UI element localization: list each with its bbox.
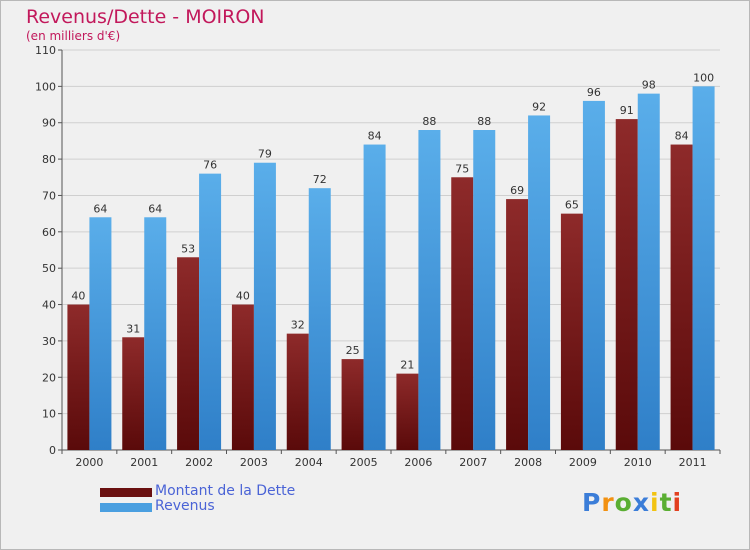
x-tick-label: 2001 bbox=[130, 456, 158, 469]
y-tick-label: 0 bbox=[49, 444, 56, 457]
chart-title: Revenus/Dette - MOIRON bbox=[26, 6, 265, 28]
x-tick-label: 2007 bbox=[459, 456, 487, 469]
data-label-debt: 32 bbox=[291, 319, 305, 332]
data-label-debt: 75 bbox=[455, 162, 469, 175]
logo-letter: o bbox=[614, 488, 633, 517]
data-label-debt: 53 bbox=[181, 242, 195, 255]
data-label-revenue: 76 bbox=[203, 159, 217, 172]
bar-revenue bbox=[89, 217, 112, 450]
bar-revenue bbox=[308, 188, 331, 450]
y-tick-label: 80 bbox=[42, 153, 56, 166]
y-tick-label: 90 bbox=[42, 117, 56, 130]
data-label-revenue: 64 bbox=[148, 202, 162, 215]
bar-revenue bbox=[144, 217, 167, 450]
legend-label-revenue: Revenus bbox=[155, 498, 215, 514]
x-tick-label: 2009 bbox=[569, 456, 597, 469]
y-tick-label: 60 bbox=[42, 226, 56, 239]
bar-debt bbox=[560, 213, 583, 450]
y-tick-label: 110 bbox=[35, 44, 56, 57]
plot-area bbox=[62, 50, 720, 450]
x-tick-label: 2011 bbox=[679, 456, 707, 469]
data-label-revenue: 100 bbox=[693, 71, 714, 84]
data-label-revenue: 88 bbox=[477, 115, 491, 128]
y-tick-label: 70 bbox=[42, 189, 56, 202]
data-label-debt: 91 bbox=[620, 104, 634, 117]
data-label-revenue: 72 bbox=[313, 173, 327, 186]
bar-revenue bbox=[418, 130, 441, 450]
bar-debt bbox=[615, 119, 638, 450]
bar-debt bbox=[396, 373, 419, 450]
bar-debt bbox=[670, 144, 693, 450]
legend-label-debt: Montant de la Dette bbox=[155, 483, 296, 499]
data-label-revenue: 96 bbox=[587, 86, 601, 99]
x-tick-label: 2010 bbox=[624, 456, 652, 469]
proxiti-logo: Proxiti bbox=[582, 488, 682, 517]
bar-revenue bbox=[528, 115, 551, 451]
x-tick-label: 2008 bbox=[514, 456, 542, 469]
data-label-debt: 25 bbox=[346, 344, 360, 357]
bar-debt bbox=[122, 337, 145, 450]
y-tick-label: 10 bbox=[42, 408, 56, 421]
y-tick-label: 20 bbox=[42, 371, 56, 384]
bar-revenue bbox=[199, 173, 222, 451]
bar-debt bbox=[286, 333, 309, 450]
bar-debt bbox=[177, 257, 200, 450]
y-tick-label: 40 bbox=[42, 299, 56, 312]
data-label-revenue: 92 bbox=[532, 100, 546, 113]
chart-subtitle: (en milliers d'€) bbox=[26, 29, 121, 43]
x-tick-label: 2003 bbox=[240, 456, 268, 469]
x-tick-label: 2005 bbox=[350, 456, 378, 469]
logo-letter: r bbox=[601, 488, 615, 517]
logo-letter: i bbox=[672, 488, 683, 517]
y-tick-label: 50 bbox=[42, 262, 56, 275]
data-label-revenue: 79 bbox=[258, 148, 272, 161]
y-tick-label: 100 bbox=[35, 80, 56, 93]
bar-chart: 0 10 20 30 40 50 60 70 80 90 100 110 2000 2001 2002 200… bbox=[35, 44, 721, 469]
data-label-debt: 69 bbox=[510, 184, 524, 197]
bar-revenue bbox=[363, 144, 386, 450]
data-label-debt: 40 bbox=[71, 290, 85, 303]
bar-revenue bbox=[473, 130, 496, 450]
bar-debt bbox=[67, 304, 90, 450]
logo-letter: t bbox=[659, 488, 673, 517]
bar-debt bbox=[231, 304, 254, 450]
data-label-debt: 65 bbox=[565, 199, 579, 212]
data-label-debt: 31 bbox=[126, 322, 140, 335]
logo-letter: i bbox=[650, 488, 660, 517]
data-label-debt: 40 bbox=[236, 290, 250, 303]
legend-swatch-revenue bbox=[100, 503, 152, 512]
legend-swatch-debt bbox=[100, 488, 152, 497]
data-label-debt: 21 bbox=[400, 359, 414, 372]
bar-revenue bbox=[692, 86, 715, 450]
bar-debt bbox=[506, 199, 529, 450]
data-label-revenue: 98 bbox=[642, 79, 656, 92]
x-tick-label: 2000 bbox=[75, 456, 103, 469]
data-label-revenue: 84 bbox=[368, 130, 382, 143]
bar-debt bbox=[451, 177, 474, 451]
data-label-revenue: 88 bbox=[422, 115, 436, 128]
x-tick-label: 2006 bbox=[404, 456, 432, 469]
x-tick-label: 2002 bbox=[185, 456, 213, 469]
bar-revenue bbox=[582, 100, 605, 450]
bar-revenue bbox=[253, 162, 276, 450]
logo-letter: P bbox=[582, 488, 602, 517]
data-label-revenue: 64 bbox=[93, 202, 107, 215]
bar-revenue bbox=[637, 93, 660, 451]
x-tick-label: 2004 bbox=[295, 456, 323, 469]
y-tick-label: 30 bbox=[42, 335, 56, 348]
bar-debt bbox=[341, 359, 364, 450]
logo-letter: x bbox=[632, 488, 650, 517]
data-label-debt: 84 bbox=[675, 130, 689, 143]
